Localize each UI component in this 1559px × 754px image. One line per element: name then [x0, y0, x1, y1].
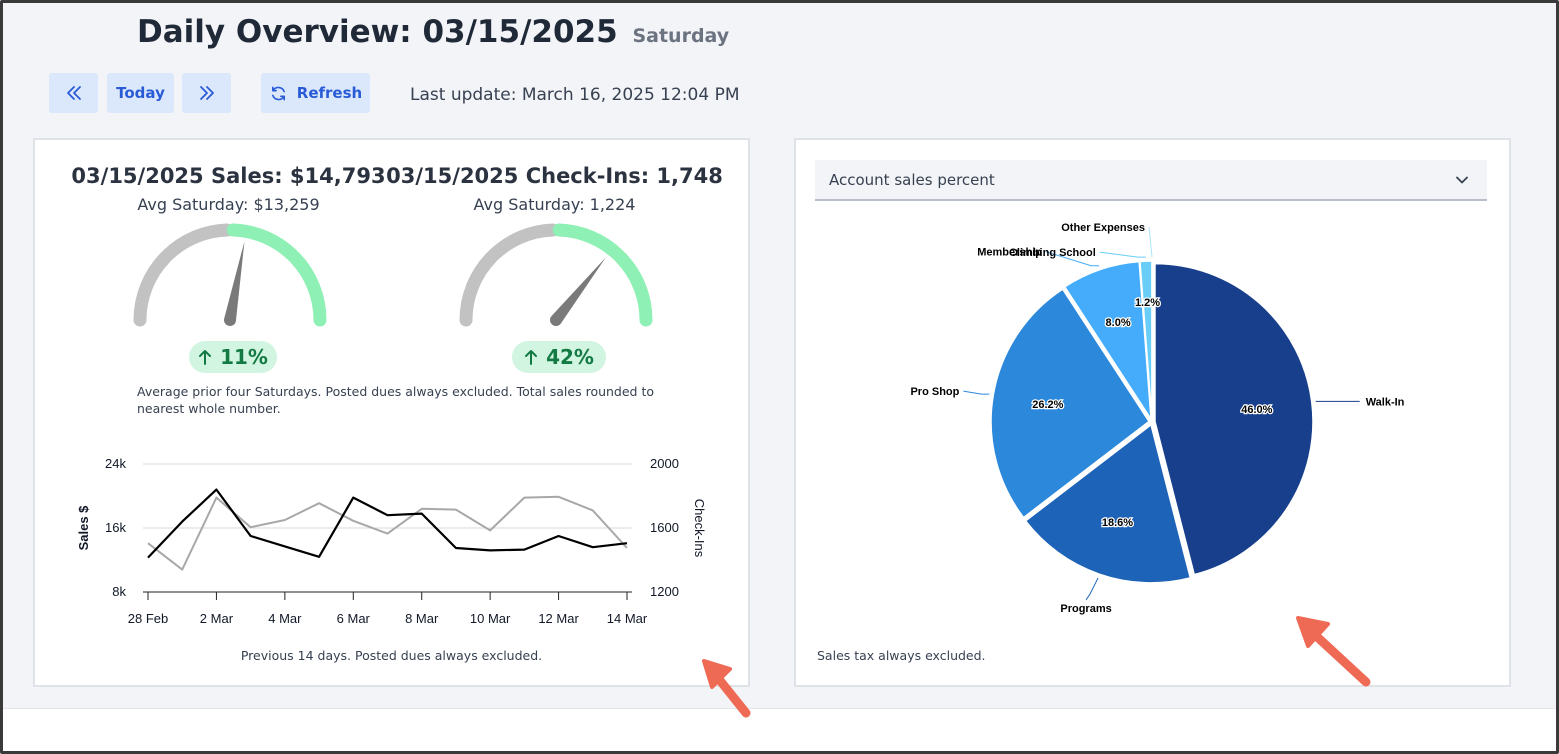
arrow-up-icon: [199, 349, 212, 365]
gauge-segment: [288, 250, 327, 327]
gauge-segment: [552, 223, 626, 262]
gauge-segment: [614, 250, 653, 327]
sales-series-line: [147, 488, 628, 559]
refresh-label: Refresh: [296, 84, 363, 102]
pie-chart-footnote: Sales tax always excluded.: [817, 648, 986, 663]
pie-slice-programs: [1024, 423, 1192, 584]
arrow-up-icon: [525, 349, 538, 365]
checkins-series-line: [147, 495, 628, 571]
x-tick-label: 10 Mar: [470, 611, 511, 626]
gauge-footnote: Average prior four Saturdays. Posted due…: [137, 384, 655, 416]
pie-leader-line: [1045, 251, 1100, 267]
sales-gauge-title: 03/15/2025 Sales: $14,793: [71, 164, 386, 188]
y-tick-label: 16k: [105, 520, 126, 535]
sales-change-value: 11%: [220, 345, 268, 369]
pie-category-label: Pro Shop: [910, 386, 959, 398]
gauge-needle: [550, 257, 606, 326]
annotation-arrow-icon: [702, 659, 751, 718]
page-title-day: Saturday: [632, 25, 730, 47]
annotation-arrow-icon: [1296, 616, 1371, 687]
pie-percent-label: 26.2%: [1032, 399, 1063, 411]
pie-percent-label: 18.6%: [1102, 517, 1133, 529]
previous-day-button[interactable]: [49, 73, 98, 113]
pie-percent-label: 1.2%: [1135, 297, 1160, 309]
y-axis-title: Sales $: [76, 505, 91, 551]
double-chevron-left-icon: [66, 86, 81, 100]
checkins-change-badge: 42%: [512, 341, 606, 373]
chart-type-select[interactable]: Account sales percent: [815, 160, 1487, 201]
pie-leader-line: [1085, 577, 1099, 601]
gauge-segment: [226, 223, 300, 262]
account-sales-pie-chart: 46.0% Walk-In 18.6% Programs 26.2% Pro Shop 8.…: [910, 222, 1405, 615]
next-day-button[interactable]: [182, 73, 231, 113]
pie-slice-membership: [1063, 260, 1152, 420]
pie-slice-walk-in: [1154, 262, 1314, 576]
pie-category-label: Membership: [977, 247, 1042, 259]
gauge-segment: [133, 250, 172, 327]
last-update-text: Last update: March 16, 2025 12:04 PM: [410, 85, 740, 105]
checkins-change-value: 42%: [546, 345, 594, 369]
pie-leader-line: [963, 390, 990, 395]
bottom-strip: [3, 708, 1556, 751]
gauge-segment: [486, 223, 560, 262]
sales-overview-card: [33, 138, 750, 687]
pie-leader-line: [1148, 226, 1153, 258]
gauge-needle: [224, 241, 245, 326]
today-button[interactable]: Today: [107, 73, 174, 113]
pie-category-label: Programs: [1060, 603, 1111, 615]
sales-gauge-average: Avg Saturday: $13,259: [137, 195, 320, 214]
double-chevron-right-icon: [199, 86, 214, 100]
x-tick-label: 14 Mar: [607, 611, 648, 626]
x-tick-label: 28 Feb: [128, 611, 168, 626]
line-chart-footnote: Previous 14 days. Posted dues always exc…: [240, 648, 543, 663]
checkins-gauge: [459, 223, 653, 327]
x-tick-label: 6 Mar: [337, 611, 371, 626]
pie-slice-climbing-school: [1139, 260, 1153, 420]
y-tick-label: 8k: [112, 584, 126, 599]
gauge-segment: [459, 250, 498, 327]
sales-gauge: [133, 223, 327, 327]
chart-type-select-value: Account sales percent: [829, 170, 995, 189]
pie-percent-label: 46.0%: [1241, 404, 1272, 416]
y2-tick-label: 1200: [650, 584, 679, 599]
pie-category-label: Climbing School: [1009, 247, 1096, 259]
chevron-down-icon: [1456, 176, 1468, 183]
y2-tick-label: 2000: [650, 456, 679, 471]
y-tick-label: 24k: [105, 456, 126, 471]
x-tick-label: 4 Mar: [268, 611, 302, 626]
y2-axis-title: Check-Ins: [692, 499, 707, 558]
gauge-segment: [160, 223, 234, 262]
page-title: Daily Overview: 03/15/2025 Saturday: [137, 14, 729, 50]
y2-tick-label: 1600: [650, 520, 679, 535]
refresh-icon: [271, 86, 285, 100]
checkins-gauge-average: Avg Saturday: 1,224: [473, 195, 636, 214]
x-tick-label: 8 Mar: [405, 611, 439, 626]
sales-checkins-line-chart: 8k 16k 24k 1200 1600 2000 28 Feb 2 Mar 4 Mar 6 Ma…: [76, 456, 707, 626]
sales-change-badge: 11%: [189, 341, 277, 373]
pie-category-label: Walk-In: [1366, 396, 1405, 408]
checkins-gauge-title: 03/15/2025 Check-Ins: 1,748: [386, 164, 723, 188]
pie-leader-line: [1099, 251, 1146, 258]
page-title-date: Daily Overview: 03/15/2025: [137, 14, 618, 50]
refresh-button[interactable]: Refresh: [261, 73, 370, 113]
pie-percent-label: 8.0%: [1106, 317, 1131, 329]
x-tick-label: 2 Mar: [200, 611, 234, 626]
pie-slice-pro-shop: [990, 288, 1151, 519]
pie-category-label: Other Expenses: [1061, 222, 1145, 234]
x-tick-label: 12 Mar: [538, 611, 579, 626]
